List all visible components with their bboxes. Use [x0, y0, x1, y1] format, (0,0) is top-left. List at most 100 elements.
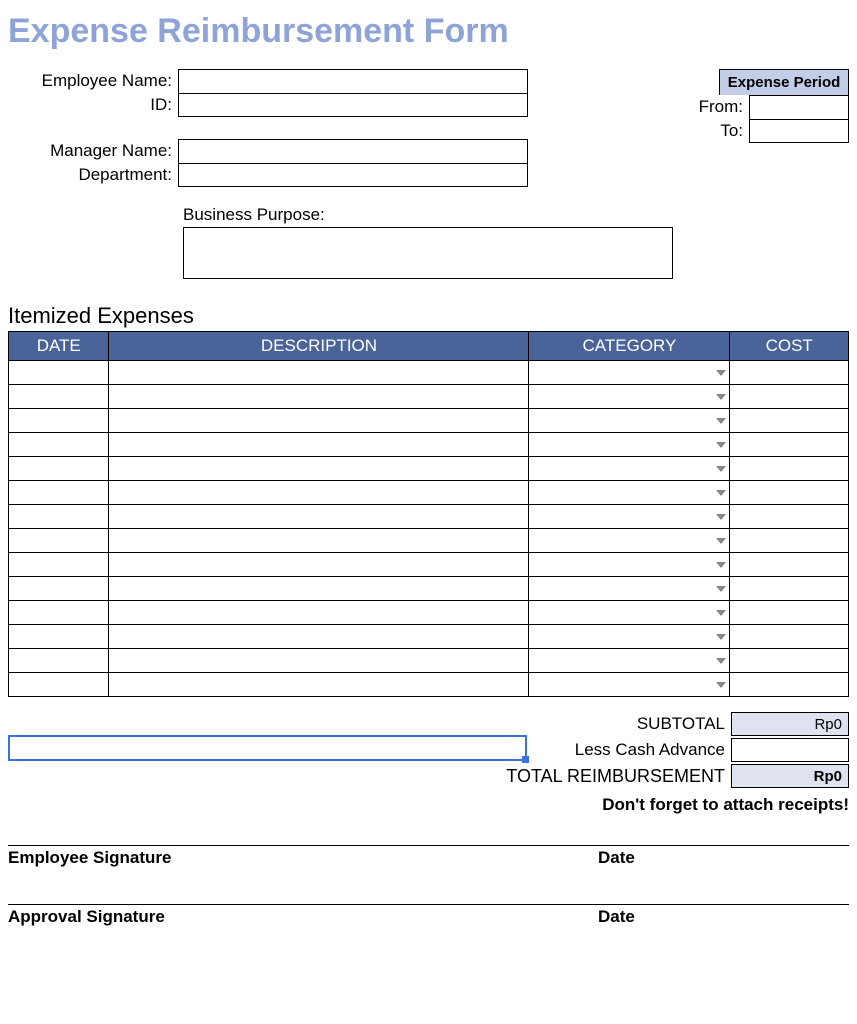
dropdown-arrow-icon[interactable] [716, 562, 726, 568]
category-cell[interactable] [529, 649, 730, 673]
dropdown-arrow-icon[interactable] [716, 586, 726, 592]
dropdown-arrow-icon[interactable] [716, 538, 726, 544]
description-cell[interactable] [109, 505, 529, 529]
cash-advance-input[interactable] [731, 738, 849, 762]
date-cell[interactable] [9, 673, 109, 697]
dropdown-arrow-icon[interactable] [716, 394, 726, 400]
category-cell[interactable] [529, 529, 730, 553]
category-cell[interactable] [529, 553, 730, 577]
date-cell[interactable] [9, 361, 109, 385]
date-cell[interactable] [9, 625, 109, 649]
dropdown-arrow-icon[interactable] [716, 370, 726, 376]
employee-signature-date-label: Date [598, 848, 635, 868]
description-cell[interactable] [109, 481, 529, 505]
expense-period-block: Expense Period From: To: [699, 69, 849, 143]
cost-cell[interactable] [730, 361, 849, 385]
description-cell[interactable] [109, 577, 529, 601]
date-cell[interactable] [9, 553, 109, 577]
subtotal-value[interactable]: Rp0 [731, 712, 849, 736]
business-purpose-block: Business Purpose: [183, 205, 849, 279]
cost-cell[interactable] [730, 385, 849, 409]
table-row [9, 409, 849, 433]
dropdown-arrow-icon[interactable] [716, 514, 726, 520]
employee-name-input[interactable] [178, 69, 528, 93]
table-row [9, 673, 849, 697]
business-purpose-input[interactable] [183, 227, 673, 279]
dropdown-arrow-icon[interactable] [716, 682, 726, 688]
selected-cell-outline[interactable] [8, 735, 527, 761]
dropdown-arrow-icon[interactable] [716, 610, 726, 616]
date-cell[interactable] [9, 457, 109, 481]
date-cell[interactable] [9, 385, 109, 409]
cost-cell[interactable] [730, 409, 849, 433]
category-cell[interactable] [529, 673, 730, 697]
category-cell[interactable] [529, 385, 730, 409]
department-input[interactable] [178, 163, 528, 187]
business-purpose-label: Business Purpose: [183, 205, 849, 225]
cost-cell[interactable] [730, 433, 849, 457]
category-cell[interactable] [529, 457, 730, 481]
dropdown-arrow-icon[interactable] [716, 490, 726, 496]
dropdown-arrow-icon[interactable] [716, 466, 726, 472]
date-cell[interactable] [9, 433, 109, 457]
dropdown-arrow-icon[interactable] [716, 442, 726, 448]
dropdown-arrow-icon[interactable] [716, 418, 726, 424]
table-row [9, 361, 849, 385]
total-reimbursement-label: TOTAL REIMBURSEMENT [506, 766, 731, 787]
cost-cell[interactable] [730, 457, 849, 481]
description-cell[interactable] [109, 553, 529, 577]
category-cell[interactable] [529, 577, 730, 601]
description-cell[interactable] [109, 529, 529, 553]
category-cell[interactable] [529, 433, 730, 457]
manager-name-input[interactable] [178, 139, 528, 163]
approval-signature-line: Approval Signature Date [8, 904, 849, 927]
cost-cell[interactable] [730, 649, 849, 673]
description-cell[interactable] [109, 649, 529, 673]
description-cell[interactable] [109, 385, 529, 409]
date-cell[interactable] [9, 577, 109, 601]
category-cell[interactable] [529, 601, 730, 625]
dropdown-arrow-icon[interactable] [716, 658, 726, 664]
description-cell[interactable] [109, 361, 529, 385]
description-cell[interactable] [109, 457, 529, 481]
approval-signature-date-label: Date [598, 907, 635, 927]
top-section: Employee Name: ID: Manager Name: Departm… [8, 69, 849, 187]
date-cell[interactable] [9, 481, 109, 505]
cost-cell[interactable] [730, 673, 849, 697]
cost-cell[interactable] [730, 577, 849, 601]
date-cell[interactable] [9, 601, 109, 625]
period-to-label: To: [720, 121, 749, 141]
dropdown-arrow-icon[interactable] [716, 634, 726, 640]
date-cell[interactable] [9, 409, 109, 433]
totals-block: SUBTOTAL Rp0 Less Cash Advance TOTAL REI… [8, 711, 849, 789]
cost-cell[interactable] [730, 601, 849, 625]
category-cell[interactable] [529, 409, 730, 433]
description-cell[interactable] [109, 673, 529, 697]
date-cell[interactable] [9, 505, 109, 529]
category-cell[interactable] [529, 505, 730, 529]
description-cell[interactable] [109, 625, 529, 649]
category-cell[interactable] [529, 625, 730, 649]
date-cell[interactable] [9, 649, 109, 673]
description-cell[interactable] [109, 601, 529, 625]
category-cell[interactable] [529, 481, 730, 505]
table-row [9, 625, 849, 649]
description-cell[interactable] [109, 433, 529, 457]
cost-cell[interactable] [730, 553, 849, 577]
cost-cell[interactable] [730, 505, 849, 529]
cost-cell[interactable] [730, 625, 849, 649]
period-to-input[interactable] [749, 119, 849, 143]
total-reimbursement-value[interactable]: Rp0 [731, 764, 849, 788]
itemized-expenses-table: DATE DESCRIPTION CATEGORY COST [8, 331, 849, 697]
period-from-input[interactable] [749, 95, 849, 119]
selection-fill-handle[interactable] [522, 756, 529, 763]
category-cell[interactable] [529, 361, 730, 385]
form-title: Expense Reimbursement Form [8, 12, 849, 51]
employee-id-input[interactable] [178, 93, 528, 117]
cost-cell[interactable] [730, 481, 849, 505]
cost-cell[interactable] [730, 529, 849, 553]
date-cell[interactable] [9, 529, 109, 553]
col-header-description: DESCRIPTION [109, 332, 529, 361]
description-cell[interactable] [109, 409, 529, 433]
table-row [9, 481, 849, 505]
